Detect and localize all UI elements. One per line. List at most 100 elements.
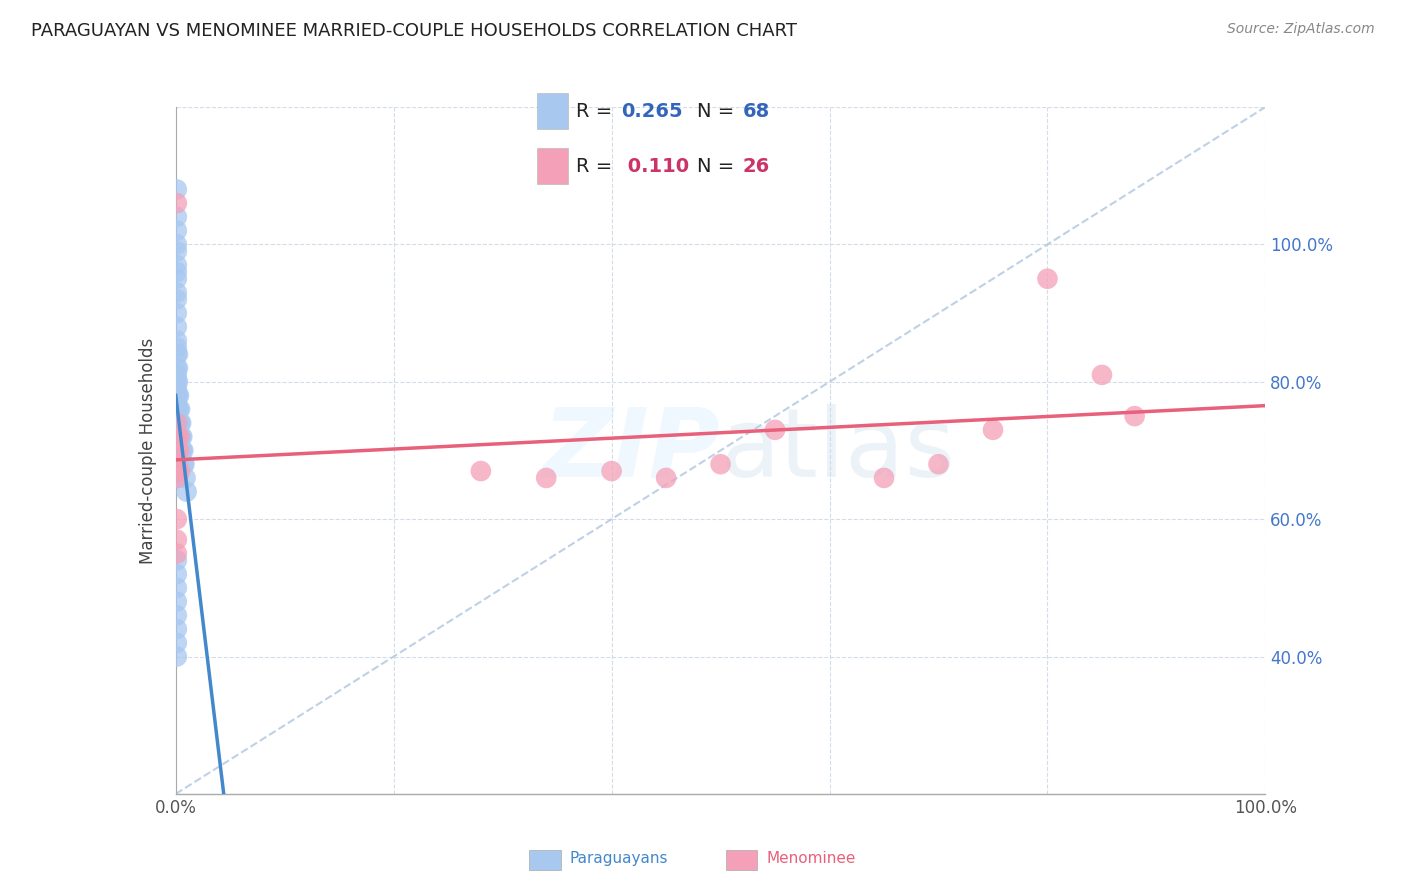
Point bbox=[166, 649, 188, 664]
Point bbox=[166, 265, 188, 279]
Text: ZIP: ZIP bbox=[543, 404, 721, 497]
Point bbox=[166, 430, 188, 444]
Point bbox=[166, 196, 188, 211]
FancyBboxPatch shape bbox=[529, 850, 561, 871]
Point bbox=[167, 347, 190, 361]
Point bbox=[166, 430, 188, 444]
Point bbox=[167, 457, 190, 471]
Point bbox=[167, 402, 190, 417]
Point bbox=[167, 443, 190, 458]
Point bbox=[167, 430, 190, 444]
Point bbox=[166, 423, 188, 437]
Point bbox=[166, 382, 188, 396]
FancyBboxPatch shape bbox=[725, 850, 758, 871]
Point bbox=[166, 237, 188, 252]
Text: 0.265: 0.265 bbox=[621, 102, 683, 120]
Point bbox=[166, 319, 188, 334]
Point bbox=[166, 258, 188, 272]
Point bbox=[166, 182, 188, 196]
Point bbox=[655, 471, 678, 485]
Point bbox=[166, 471, 188, 485]
Text: Source: ZipAtlas.com: Source: ZipAtlas.com bbox=[1227, 22, 1375, 37]
Point bbox=[169, 416, 191, 430]
Text: R =: R = bbox=[576, 102, 619, 120]
Point bbox=[166, 334, 188, 348]
Y-axis label: Married-couple Households: Married-couple Households bbox=[139, 337, 157, 564]
Point bbox=[167, 388, 190, 402]
Point bbox=[169, 464, 191, 478]
Point bbox=[176, 484, 198, 499]
Point bbox=[172, 430, 194, 444]
Point bbox=[166, 457, 188, 471]
Point bbox=[166, 293, 188, 307]
Text: 0.110: 0.110 bbox=[621, 157, 689, 176]
Point bbox=[167, 430, 190, 444]
Point bbox=[169, 402, 191, 417]
Text: N =: N = bbox=[697, 157, 741, 176]
Point bbox=[167, 443, 190, 458]
Point bbox=[981, 423, 1004, 437]
Point bbox=[166, 210, 188, 224]
Point bbox=[166, 450, 188, 465]
Point bbox=[166, 285, 188, 300]
Point bbox=[166, 271, 188, 285]
Point bbox=[167, 464, 190, 478]
Text: 26: 26 bbox=[742, 157, 769, 176]
Point bbox=[170, 430, 193, 444]
Point bbox=[174, 471, 197, 485]
Point bbox=[928, 457, 950, 471]
Point bbox=[166, 533, 188, 547]
Point bbox=[534, 471, 557, 485]
Point bbox=[166, 553, 188, 567]
Point bbox=[166, 361, 188, 376]
Point bbox=[873, 471, 896, 485]
Point bbox=[763, 423, 786, 437]
Point bbox=[1123, 409, 1146, 423]
Text: N =: N = bbox=[697, 102, 741, 120]
Point bbox=[169, 443, 191, 458]
Point bbox=[167, 443, 190, 458]
Point bbox=[167, 471, 190, 485]
Text: PARAGUAYAN VS MENOMINEE MARRIED-COUPLE HOUSEHOLDS CORRELATION CHART: PARAGUAYAN VS MENOMINEE MARRIED-COUPLE H… bbox=[31, 22, 797, 40]
Text: R =: R = bbox=[576, 157, 619, 176]
Point bbox=[172, 457, 194, 471]
Point bbox=[172, 443, 194, 458]
Point bbox=[166, 368, 188, 382]
Point bbox=[166, 457, 188, 471]
Point bbox=[166, 567, 188, 582]
Point bbox=[167, 361, 190, 376]
Point bbox=[166, 622, 188, 636]
Point bbox=[166, 416, 188, 430]
Point bbox=[166, 375, 188, 389]
Point bbox=[166, 244, 188, 259]
Point bbox=[166, 224, 188, 238]
Point bbox=[166, 347, 188, 361]
FancyBboxPatch shape bbox=[537, 94, 568, 129]
Point bbox=[166, 402, 188, 417]
Point bbox=[170, 416, 193, 430]
FancyBboxPatch shape bbox=[537, 148, 568, 185]
Point bbox=[170, 443, 193, 458]
Point bbox=[169, 430, 191, 444]
Point bbox=[166, 388, 188, 402]
Point bbox=[167, 416, 190, 430]
Point bbox=[166, 546, 188, 561]
Point bbox=[166, 608, 188, 623]
Point bbox=[167, 416, 190, 430]
Point bbox=[167, 443, 190, 458]
Point bbox=[166, 443, 188, 458]
Point bbox=[167, 402, 190, 417]
Point bbox=[1036, 271, 1059, 285]
Text: Paraguayans: Paraguayans bbox=[569, 851, 668, 865]
Point bbox=[167, 457, 190, 471]
Point bbox=[172, 443, 194, 458]
Point bbox=[166, 636, 188, 650]
Point bbox=[167, 430, 190, 444]
Point bbox=[166, 340, 188, 354]
Point bbox=[167, 388, 190, 402]
Point bbox=[600, 464, 623, 478]
Point bbox=[167, 430, 190, 444]
Point bbox=[166, 594, 188, 608]
Point bbox=[167, 375, 190, 389]
Point bbox=[1091, 368, 1114, 382]
